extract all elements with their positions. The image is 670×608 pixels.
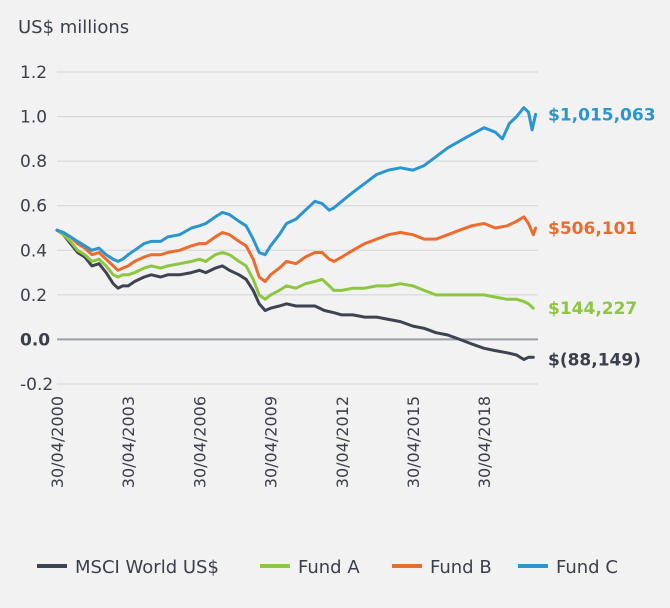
end-labels: $(88,149) $144,227 $506,101 $1,015,063 <box>548 105 656 370</box>
series-lines <box>55 106 538 361</box>
y-tick-label: 0.6 <box>20 197 47 217</box>
end-label-fund-c: $1,015,063 <box>548 105 656 125</box>
x-tick-label: 30/04/2012 <box>333 396 352 488</box>
y-tick-label: 1.0 <box>20 108 47 128</box>
y-axis-ticks: 1.2 1.0 0.8 0.6 0.4 0.2 0.0 -0.2 <box>20 63 53 395</box>
x-tick-label: 30/04/2000 <box>48 396 67 488</box>
end-label-msci-world-us: $(88,149) <box>548 350 641 370</box>
legend-label-msci-world-us: MSCI World US$ <box>75 557 219 578</box>
x-tick-label: 30/04/2006 <box>190 396 209 488</box>
series-line-fund-a <box>55 228 535 310</box>
x-tick-label: 30/04/2003 <box>119 396 138 488</box>
y-tick-label: 0.2 <box>20 286 47 306</box>
y-tick-label: 0.8 <box>20 152 47 172</box>
legend-label-fund-b: Fund B <box>430 557 492 578</box>
series-line-fund-b <box>55 215 538 283</box>
y-tick-label: -0.2 <box>20 375 53 395</box>
series-line-fund-c <box>55 106 538 263</box>
y-tick-label: 0.4 <box>20 241 47 261</box>
end-label-fund-a: $144,227 <box>548 299 637 319</box>
x-tick-label: 30/04/2009 <box>262 396 281 488</box>
x-tick-label: 30/04/2018 <box>475 396 494 488</box>
x-tick-label: 30/04/2015 <box>404 396 423 488</box>
legend: MSCI World US$ Fund A Fund B Fund C <box>37 557 618 578</box>
legend-label-fund-a: Fund A <box>298 557 360 578</box>
end-label-fund-b: $506,101 <box>548 219 637 239</box>
legend-label-fund-c: Fund C <box>556 557 618 578</box>
y-tick-label: 1.2 <box>20 63 47 83</box>
x-axis-ticks: 30/04/2000 30/04/2003 30/04/2006 30/04/2009… <box>48 396 494 488</box>
series-line-msci-world-us <box>55 228 535 361</box>
y-tick-label: 0.0 <box>20 330 50 350</box>
y-axis-label: US$ millions <box>18 17 129 38</box>
